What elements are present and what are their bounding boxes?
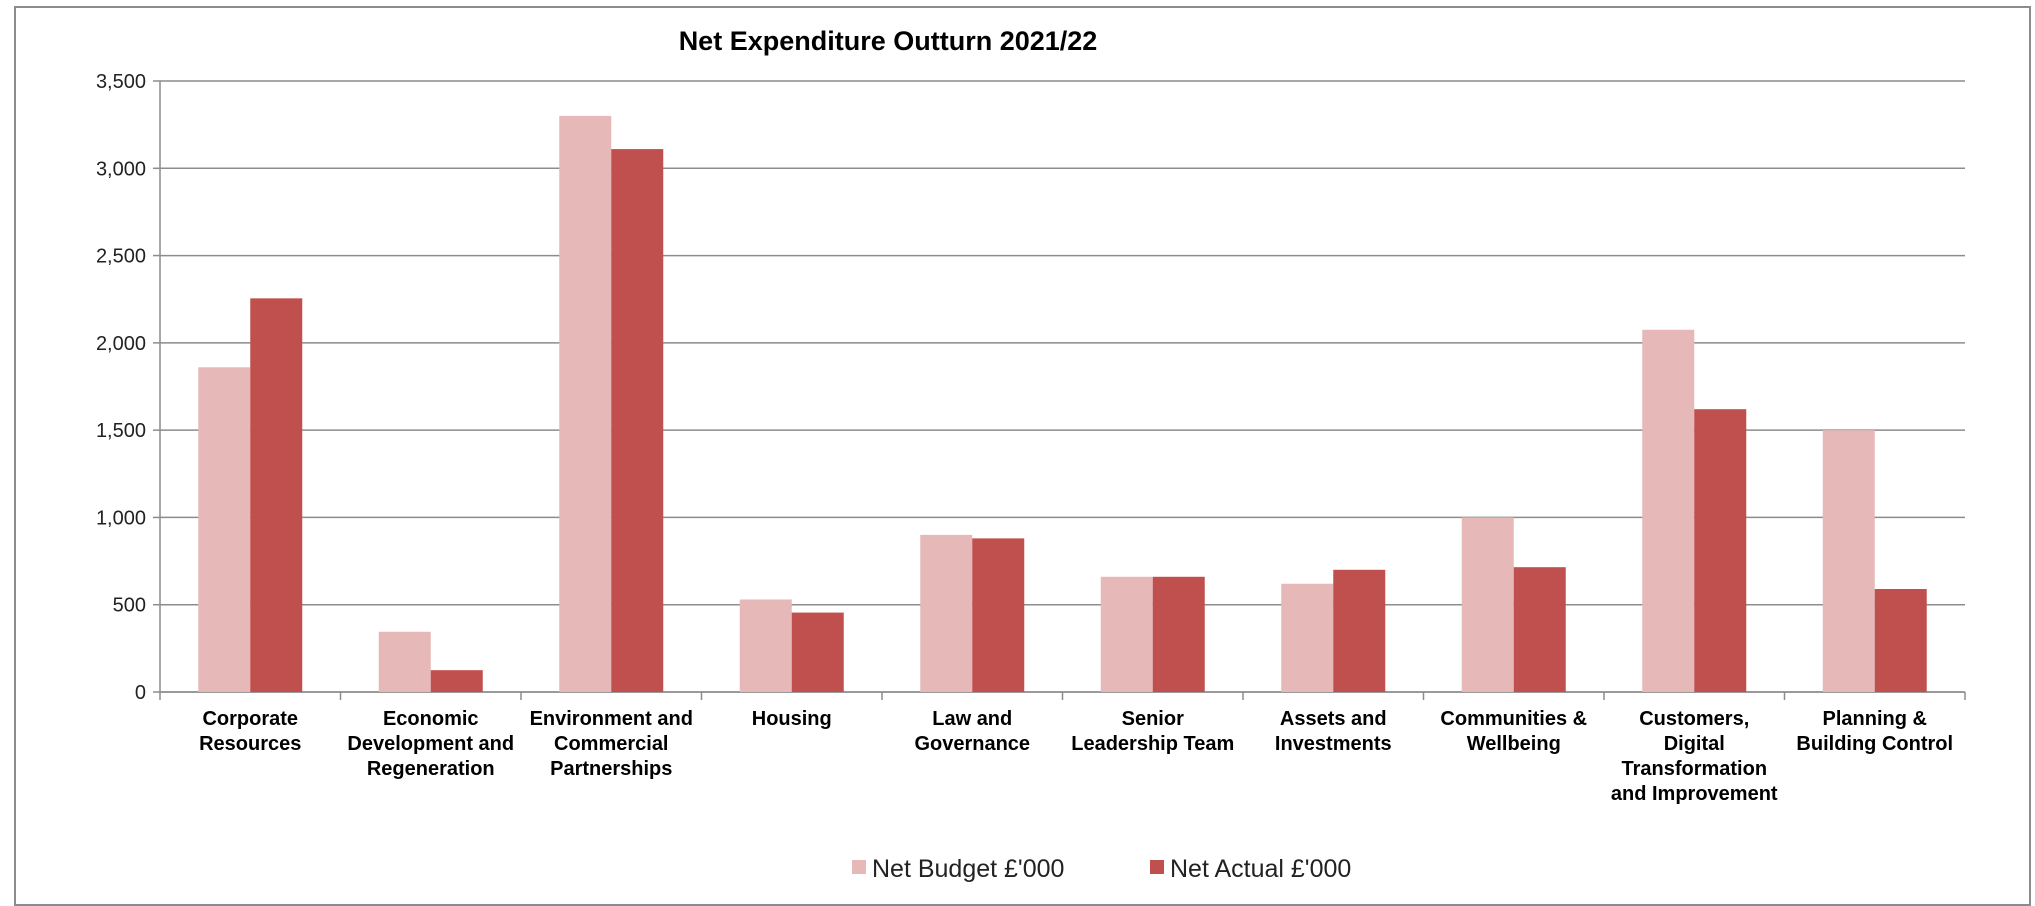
y-tick-label: 1,000 (96, 507, 146, 529)
bar-budget (378, 631, 431, 692)
legend-swatch-actual (1150, 860, 1164, 874)
x-tick-label: Commercial (554, 733, 669, 755)
x-tick-label: Investments (1275, 733, 1392, 755)
x-tick-label: Corporate (202, 708, 298, 730)
y-tick-label: 2,500 (96, 246, 146, 268)
y-tick-label: 500 (113, 595, 146, 617)
x-tick-label: Economic (383, 708, 479, 730)
y-tick-label: 1,500 (96, 420, 146, 442)
y-tick-label: 0 (135, 682, 146, 704)
bar-budget (1642, 329, 1695, 692)
bar-actual (1333, 569, 1386, 692)
bar-budget (920, 534, 973, 692)
x-tick-label: Digital (1664, 733, 1725, 755)
y-tick-label: 2,000 (96, 333, 146, 355)
x-tick-label: Assets and (1280, 708, 1387, 730)
bar-budget (1461, 517, 1514, 692)
x-tick-label: Customers, (1639, 708, 1749, 730)
bar-actual (430, 670, 483, 692)
bar-budget (739, 599, 792, 692)
x-tick-label: Resources (199, 733, 301, 755)
x-tick-label: Senior (1122, 708, 1184, 730)
x-tick-label: Transformation (1621, 758, 1767, 780)
bar-actual (611, 149, 664, 692)
legend-label: Net Actual £'000 (1170, 855, 1351, 883)
x-tick-label: and Improvement (1611, 783, 1778, 805)
x-tick-label: Communities & (1440, 708, 1587, 730)
x-tick-label: Building Control (1796, 733, 1953, 755)
x-tick-label: Planning & (1823, 708, 1927, 730)
bar-actual (1874, 589, 1927, 692)
legend-swatch-budget (852, 860, 866, 874)
x-tick-label: Regeneration (367, 758, 495, 780)
x-tick-label: Wellbeing (1467, 733, 1561, 755)
x-tick-label: Governance (914, 733, 1030, 755)
bar-budget (1100, 576, 1153, 692)
y-tick-label: 3,500 (96, 71, 146, 93)
bar-budget (198, 367, 251, 692)
bar-actual (250, 298, 303, 692)
bar-actual (972, 538, 1025, 692)
bar-budget (1281, 583, 1334, 692)
bar-actual (1152, 576, 1205, 692)
x-tick-label: Environment and (530, 708, 693, 730)
y-tick-label: 3,000 (96, 158, 146, 180)
x-tick-label: Law and (932, 708, 1012, 730)
bar-actual (1694, 409, 1747, 692)
x-tick-label: Leadership Team (1071, 733, 1234, 755)
bar-budget (1822, 430, 1875, 692)
x-tick-label: Housing (752, 708, 832, 730)
chart-title: Net Expenditure Outturn 2021/22 (679, 26, 1098, 56)
bar-actual (1513, 567, 1566, 692)
bar-actual (791, 612, 844, 692)
x-tick-label: Partnerships (550, 758, 672, 780)
x-tick-label: Development and (347, 733, 514, 755)
bar-budget (559, 115, 612, 692)
legend-label: Net Budget £'000 (872, 855, 1064, 883)
